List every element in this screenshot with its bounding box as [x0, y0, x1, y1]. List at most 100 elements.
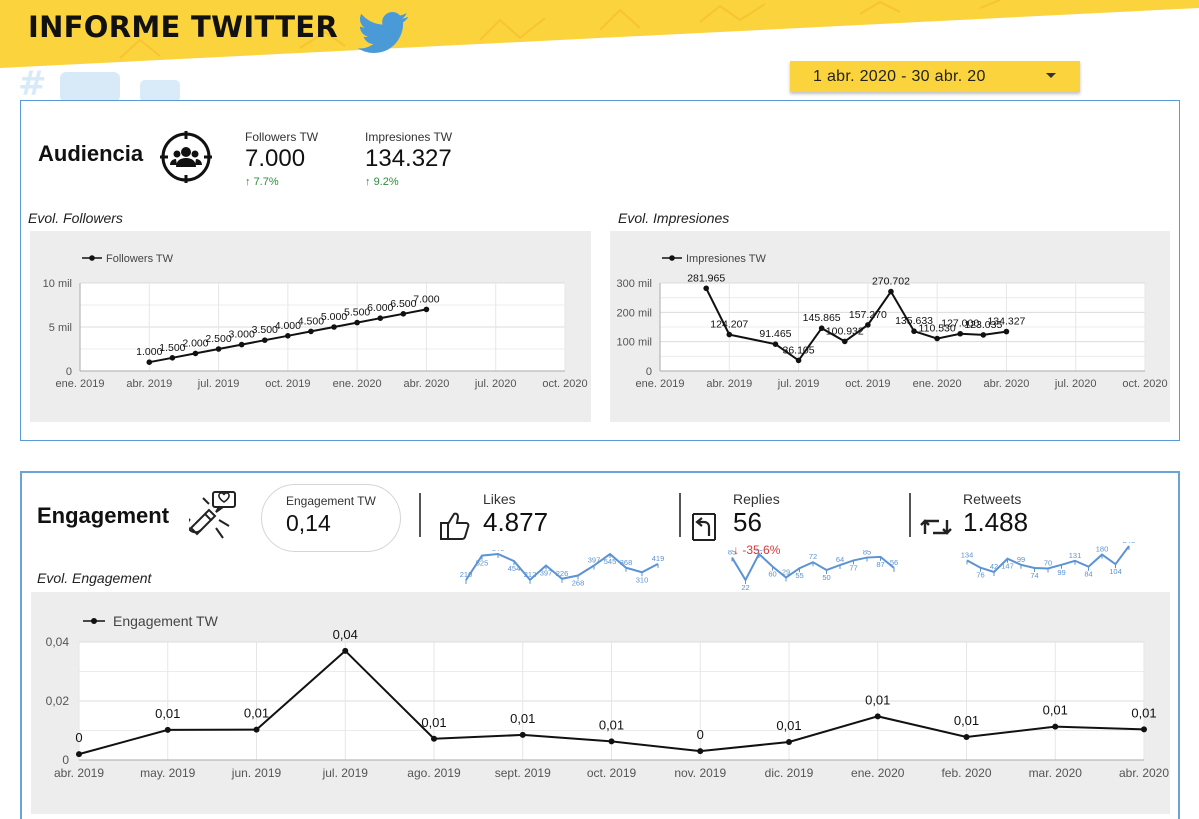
- legend-label: Engagement TW: [113, 613, 219, 629]
- data-label: 0,01: [244, 706, 269, 721]
- replies-sparkline[interactable]: 85 22 95 60 29 55 72 50 64 77 85 87 56: [726, 544, 900, 597]
- x-tick-label: ene. 2020: [913, 378, 962, 390]
- data-label: 0,01: [865, 692, 890, 707]
- sparkline-label: 77: [849, 563, 857, 572]
- sparkline-label: 74: [1030, 571, 1038, 580]
- data-label: 1.500: [159, 342, 185, 354]
- arrow-down-icon: ↓: [733, 543, 739, 557]
- followers-kpi-value: 7.000: [245, 145, 306, 172]
- retweet-icon: [919, 514, 953, 545]
- sparkline-label: 525: [476, 559, 489, 568]
- divider: [679, 493, 681, 537]
- sparkline-label: 134: [961, 550, 973, 559]
- y-tick-label: 0,02: [46, 694, 70, 708]
- x-tick-label: sept. 2019: [495, 766, 551, 780]
- data-label: 0,01: [155, 706, 180, 721]
- data-label: 145.865: [803, 312, 841, 324]
- followers-chart[interactable]: 0 5 mil 10 mil ene. 2019 abr. 2019 jul. 2019 o…: [30, 231, 591, 422]
- x-tick-label: abr. 2020: [983, 378, 1029, 390]
- sparkline-label: 397: [588, 556, 601, 565]
- data-point: [726, 331, 733, 338]
- x-tick-label: mar. 2020: [1029, 766, 1083, 780]
- sparkline-label: 210: [460, 570, 472, 579]
- data-label: 281.965: [687, 272, 725, 284]
- data-point: [703, 285, 709, 292]
- engagement-chart[interactable]: 0 0,02 0,04 abr. 2019 may. 2019 jun. 2019 jul.…: [31, 592, 1170, 814]
- data-label: 123.035: [964, 319, 1002, 331]
- x-tick-label: dic. 2019: [765, 766, 814, 780]
- data-label: 5.000: [321, 311, 347, 323]
- data-label: 7.000: [413, 293, 439, 305]
- impresiones-chart[interactable]: 0 100 mil 200 mil 300 mil ene. 2019 abr. 2019…: [610, 231, 1170, 422]
- divider: [909, 493, 911, 537]
- data-label: 1.000: [136, 346, 162, 358]
- data-point: [786, 739, 792, 746]
- data-point: [164, 726, 171, 733]
- sparkline-label: 84: [1084, 570, 1092, 579]
- data-label: 0: [75, 730, 82, 745]
- legend-swatch: [669, 255, 675, 261]
- svg-text:#: #: [18, 64, 47, 104]
- x-tick-label: ene. 2019: [636, 378, 685, 390]
- data-label: 4.500: [298, 315, 324, 327]
- x-tick-label: abr. 2020: [403, 378, 449, 390]
- sparkline-label: 268: [572, 579, 585, 588]
- data-point: [1141, 726, 1147, 733]
- data-label: 3.000: [229, 329, 255, 341]
- sparkline-label: 147: [1001, 562, 1014, 571]
- divider: [419, 493, 421, 537]
- sparkline-label: 29: [782, 568, 790, 577]
- sparkline-label: 70: [1044, 558, 1052, 567]
- data-label: 0: [697, 727, 704, 742]
- replies-label: Replies: [733, 491, 780, 507]
- caret-down-icon[interactable]: [1046, 73, 1056, 78]
- data-label: 157.270: [849, 309, 887, 321]
- x-tick-label: oct. 2020: [542, 378, 587, 390]
- data-point: [874, 713, 881, 720]
- data-label: 100.932: [826, 325, 864, 337]
- followers-chart-caption: Evol. Followers: [28, 210, 123, 226]
- data-point: [253, 726, 260, 733]
- data-point: [192, 350, 199, 357]
- data-point: [238, 341, 245, 348]
- data-label: 134.327: [987, 316, 1025, 328]
- x-tick-label: ago. 2019: [407, 766, 461, 780]
- arrow-up-icon: ↑: [365, 176, 371, 188]
- sparkline-label: 226: [556, 569, 569, 578]
- data-label: 6.000: [367, 302, 393, 314]
- data-label: 5.500: [344, 307, 370, 319]
- followers-kpi[interactable]: Followers TW 7.000 ↑ 7.7%: [245, 130, 318, 188]
- x-tick-label: oct. 2019: [845, 378, 890, 390]
- retweets-sparkline[interactable]: 13476421479974709913184180104248: [961, 536, 1136, 589]
- data-point: [957, 330, 964, 337]
- data-label: 0,01: [1043, 703, 1068, 718]
- impresiones-kpi-label: Impresiones TW: [365, 130, 453, 144]
- y-tick-label: 200 mil: [617, 307, 652, 319]
- engagement-chart-caption: Evol. Engagement: [37, 570, 152, 586]
- data-point: [215, 346, 222, 352]
- data-point: [308, 328, 314, 335]
- legend-swatch: [91, 618, 97, 624]
- sparkline-label: 55: [795, 571, 803, 580]
- sparkline-label: 545: [604, 557, 617, 566]
- data-point: [934, 335, 940, 342]
- data-point: [608, 738, 615, 745]
- y-tick-label: 0: [66, 366, 72, 378]
- impresiones-kpi[interactable]: Impresiones TW 134.327 ↑ 9.2%: [365, 130, 452, 188]
- sparkline-label: 248: [1123, 542, 1135, 545]
- data-point: [423, 306, 430, 313]
- likes-sparkline[interactable]: 210525546454212397226268397545368310419: [460, 544, 665, 597]
- engagement-kpi-pill[interactable]: Engagement TW 0,14: [261, 484, 401, 552]
- sparkline-label: 99: [1057, 568, 1065, 577]
- data-point: [354, 319, 360, 326]
- x-tick-label: jul. 2019: [322, 766, 369, 780]
- data-point: [146, 359, 153, 365]
- audiencia-title: Audiencia: [38, 141, 144, 166]
- date-range-picker[interactable]: 1 abr. 2020 - 30 abr. 20: [790, 61, 1080, 92]
- data-label: 2.500: [205, 333, 231, 345]
- data-point: [331, 324, 337, 330]
- data-point: [911, 328, 917, 335]
- data-point: [342, 647, 349, 654]
- sparkline-label: 419: [652, 554, 664, 563]
- x-tick-label: jun. 2019: [231, 766, 282, 780]
